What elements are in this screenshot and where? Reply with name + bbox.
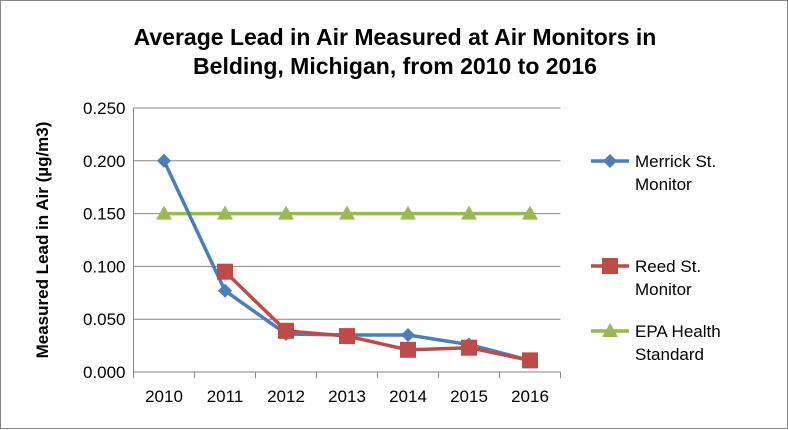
chart-title: Average Lead in Air Measured at Air Moni… [1,23,788,81]
legend-label: Merrick St. [635,152,716,171]
data-point [339,205,355,220]
data-point [522,205,538,220]
data-point [461,339,477,356]
y-tick-label: 0.200 [83,152,126,171]
y-axis-label: Measured Lead in Air (µg/m3) [33,122,52,359]
data-point [522,352,538,369]
data-point [157,153,171,168]
data-point [278,322,294,339]
x-tick-label: 2010 [145,387,183,406]
x-tick-label: 2016 [511,387,549,406]
legend-label: Monitor [635,280,692,299]
data-point [217,205,233,220]
y-tick-label: 0.250 [83,99,126,118]
x-tick-label: 2012 [267,387,305,406]
legend-label: Standard [635,345,704,364]
legend-label: Monitor [635,175,692,194]
data-point [401,328,415,343]
y-tick-label: 0.000 [83,363,126,382]
title-line-1: Average Lead in Air Measured at Air Moni… [133,24,657,50]
x-tick-label: 2013 [328,387,366,406]
legend-label: EPA Health [635,322,721,341]
data-point [461,205,477,220]
data-point [339,328,355,345]
legend-marker [602,323,618,337]
data-point [400,205,416,220]
title-line-2: Belding, Michigan, from 2010 to 2016 [193,53,597,79]
data-point [400,341,416,358]
series-line [223,270,531,363]
y-tick-label: 0.050 [83,310,126,329]
data-point [218,283,232,298]
legend-label: Reed St. [635,257,701,276]
data-point [156,205,172,220]
x-tick-label: 2015 [450,387,488,406]
data-point [278,205,294,220]
y-tick-label: 0.150 [83,205,126,224]
legend-marker [603,154,617,168]
x-tick-label: 2011 [207,387,244,406]
x-tick-label: 2014 [389,387,427,406]
y-tick-label: 0.100 [83,257,126,276]
data-point [217,263,233,280]
legend-marker [602,258,618,274]
